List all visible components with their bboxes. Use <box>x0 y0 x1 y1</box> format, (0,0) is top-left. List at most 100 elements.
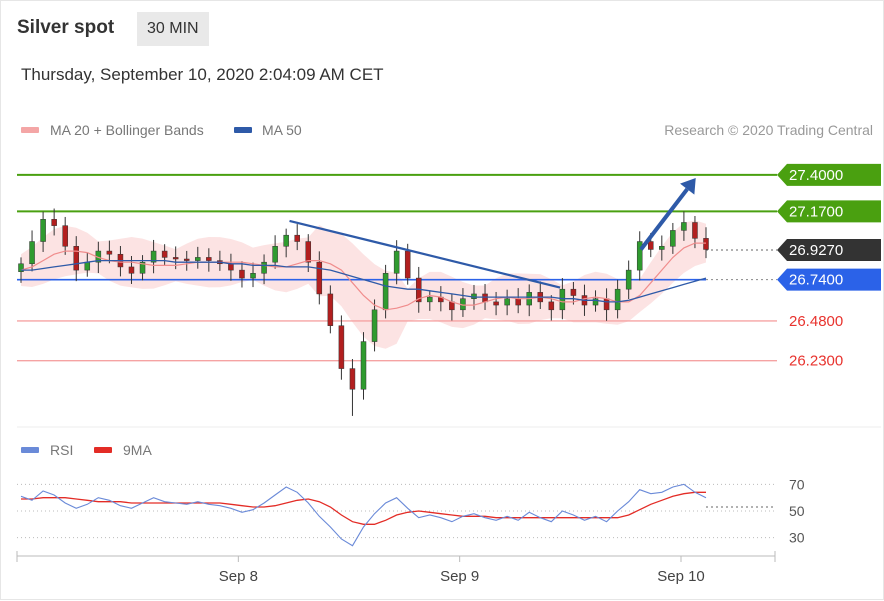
legend-label-ma50: MA 50 <box>262 122 302 138</box>
candle <box>106 240 113 264</box>
rsi-panel: 70 50 30 <box>17 476 805 547</box>
ma50-line <box>21 259 707 303</box>
candle <box>250 262 256 288</box>
candle-body <box>648 241 654 250</box>
x-tick-label: Sep 10 <box>657 568 705 585</box>
candle <box>51 208 57 236</box>
candle-body <box>239 269 245 279</box>
candle-body <box>128 266 135 274</box>
candle-body <box>692 222 698 239</box>
legend-label-bollinger: MA 20 + Bollinger Bands <box>50 122 204 138</box>
candle-body <box>172 257 179 260</box>
legend-swatch-ma50 <box>234 127 252 133</box>
candle-body <box>559 288 566 311</box>
rsi-line <box>20 483 707 547</box>
chart-datetime: Thursday, September 10, 2020 2:04:09 AM … <box>21 65 384 84</box>
level-tag-0 <box>777 163 881 186</box>
candle-body <box>382 273 389 311</box>
candle <box>504 289 510 316</box>
rsi-tick-label: 50 <box>789 503 805 519</box>
level-label-0: 27.4000 <box>789 167 843 184</box>
x-tick-label: Sep 9 <box>440 568 479 585</box>
candle <box>338 315 345 380</box>
level-label-4: 26.2300 <box>789 353 843 370</box>
level-labels: 27.4000 27.1700 26.7400 26.4800 26.2300 26.92… <box>777 163 881 370</box>
candle-body <box>636 241 643 271</box>
candle-body <box>150 250 157 263</box>
legend-label-9ma: 9MA <box>123 442 152 458</box>
moving-averages <box>20 242 707 311</box>
x-axis-ticks: Sep 8 Sep 9 Sep 10 <box>16 551 776 585</box>
candle <box>305 234 312 272</box>
candle <box>62 216 68 255</box>
level-label-1: 27.1700 <box>789 203 843 220</box>
candle-body <box>40 219 46 242</box>
candle <box>294 224 300 251</box>
candle-body <box>625 269 632 290</box>
candle <box>636 231 643 281</box>
level-tag-2 <box>777 268 881 291</box>
candle-body <box>404 250 411 279</box>
candle-body <box>504 298 510 306</box>
candle-body <box>482 293 488 303</box>
candle-body <box>371 309 378 342</box>
candle-body <box>349 368 356 390</box>
bollinger-envelope <box>21 220 706 349</box>
candle-body <box>206 257 212 261</box>
candle-body <box>327 293 334 326</box>
candle-body <box>250 273 256 279</box>
candle <box>371 299 378 352</box>
legend-credit: Research © 2020 Trading Central <box>664 122 873 138</box>
legend-swatch-9ma <box>94 447 112 453</box>
candle <box>161 244 168 266</box>
forecast-arrow-shaft <box>639 187 689 251</box>
timeframe-badge[interactable]: 30 MIN <box>137 12 209 46</box>
candle-body <box>681 222 687 231</box>
candle <box>29 230 35 272</box>
candle <box>139 255 146 281</box>
candle <box>272 235 278 269</box>
candle <box>659 235 665 261</box>
candle <box>283 228 289 258</box>
candle-body <box>360 341 367 390</box>
legend-swatch-rsi <box>21 447 39 453</box>
candle <box>206 248 212 272</box>
candle-body <box>73 246 79 271</box>
candle-body <box>195 257 201 261</box>
candle-body <box>493 301 499 306</box>
candle-body <box>570 288 577 296</box>
candle-body <box>261 261 267 274</box>
candle <box>670 222 676 254</box>
candle-body <box>305 241 312 263</box>
resistance-trendline <box>289 219 561 289</box>
candle-body <box>228 263 234 271</box>
legend-swatch-bollinger <box>21 127 39 133</box>
candle-body <box>283 234 289 247</box>
rsi-tick-label: 30 <box>789 530 805 546</box>
level-label-2: 26.7400 <box>789 272 843 289</box>
candle-body <box>272 246 278 263</box>
candle-body <box>614 288 621 311</box>
candle-body <box>139 261 146 274</box>
candle-body <box>603 298 610 311</box>
candle <box>427 290 433 311</box>
candle-body <box>659 246 665 250</box>
candle <box>327 285 334 334</box>
rsi-tick-label: 70 <box>789 476 805 492</box>
candle <box>625 260 632 299</box>
candle-body <box>449 301 455 311</box>
candle-body <box>548 301 555 311</box>
candle-body <box>670 230 676 247</box>
current-price-tag <box>777 238 881 261</box>
candle <box>150 239 157 274</box>
ma20-line <box>20 242 706 311</box>
candle-body <box>51 219 57 226</box>
candle-body <box>294 234 300 242</box>
candle <box>349 359 356 416</box>
candle-body <box>427 296 433 303</box>
annotations <box>289 178 696 289</box>
candle-body <box>106 250 113 255</box>
candle-body <box>703 238 709 250</box>
candle <box>183 250 190 271</box>
